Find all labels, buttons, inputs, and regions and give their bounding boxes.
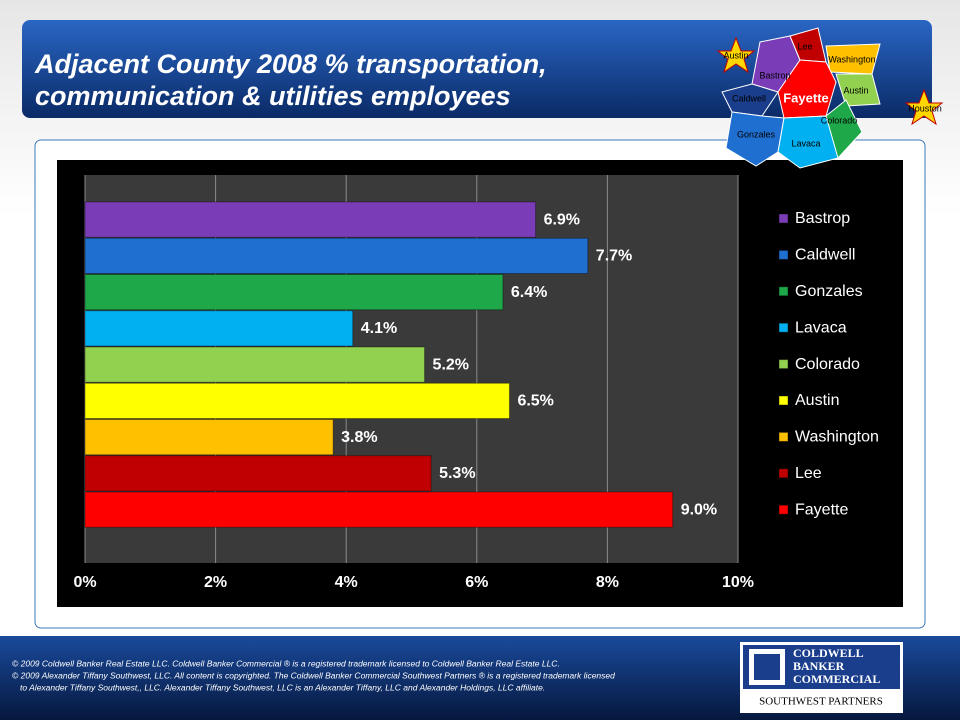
legend-label: Colorado — [795, 356, 860, 373]
county-map: Austin Lee Bastrop Washington Caldwell Fayett… — [716, 27, 944, 169]
map-county — [721, 83, 779, 117]
value-label: 6.9% — [544, 211, 580, 228]
legend-marker — [778, 468, 789, 479]
x-tick-label: 2% — [204, 574, 227, 591]
x-tick-label: 10% — [722, 574, 754, 591]
legend-marker — [778, 359, 789, 370]
legend-marker — [778, 395, 789, 406]
logo-subtitle: SOUTHWEST PARTNERS — [759, 696, 883, 708]
value-label: 5.3% — [439, 465, 475, 482]
value-label: 6.5% — [517, 393, 553, 410]
x-tick-label: 6% — [465, 574, 488, 591]
x-tick-label: 4% — [335, 574, 358, 591]
logo-text: COLDWELL — [793, 646, 864, 660]
legend-marker — [778, 213, 789, 224]
chart-title: Adjacent County 2008 % transportation, c… — [35, 49, 547, 111]
bar — [84, 419, 334, 456]
logo-text: COMMERCIAL — [793, 672, 880, 686]
map-label: Washington — [828, 54, 875, 64]
bar — [84, 491, 674, 528]
map-label: Lee — [797, 41, 812, 51]
map-label: Bastrop — [759, 70, 790, 80]
map-label: Austin — [723, 50, 748, 60]
legend-label: Caldwell — [795, 247, 855, 264]
legend-marker — [778, 286, 789, 297]
value-label: 5.2% — [433, 356, 469, 373]
bar — [84, 310, 354, 347]
star-icon — [904, 88, 944, 126]
value-label: 7.7% — [596, 248, 632, 265]
legend-label: Washington — [795, 429, 879, 446]
footer-text: to Alexander Tiffany Southwest,, LLC. Al… — [20, 682, 545, 692]
x-tick-label: 8% — [596, 574, 619, 591]
footer-text: © 2009 Coldwell Banker Real Estate LLC. … — [12, 658, 560, 668]
legend-label: Austin — [795, 392, 839, 409]
title-bar — [22, 20, 932, 118]
value-label: 9.0% — [681, 501, 717, 518]
map-label: Lavaca — [791, 138, 820, 148]
footer-text: © 2009 Alexander Tiffany Southwest, LLC.… — [12, 670, 615, 680]
legend-label: Gonzales — [795, 283, 863, 300]
legend-label: Lavaca — [795, 319, 847, 336]
map-county — [777, 115, 839, 169]
map-label: Austin — [843, 85, 868, 95]
bar — [84, 274, 504, 311]
bar — [84, 455, 432, 492]
map-county — [835, 73, 881, 107]
legend-marker — [778, 431, 789, 442]
map-label: Fayette — [783, 90, 829, 105]
logo-text: BANKER — [793, 659, 845, 673]
value-label: 6.4% — [511, 284, 547, 301]
star-icon — [716, 36, 756, 74]
legend-label: Lee — [795, 465, 822, 482]
value-label: 3.8% — [341, 429, 377, 446]
map-label: Caldwell — [732, 93, 766, 103]
map-label: Houston — [908, 103, 942, 113]
legend-marker — [778, 322, 789, 333]
legend-label: Fayette — [795, 501, 848, 518]
legend-marker — [778, 504, 789, 515]
bar — [84, 237, 589, 274]
x-tick-label: 0% — [73, 574, 96, 591]
bar — [84, 382, 510, 419]
map-label: Colorado — [821, 115, 858, 125]
map-label: Gonzales — [737, 129, 776, 139]
legend-marker — [778, 249, 789, 260]
logo-mark-inner — [754, 654, 780, 680]
value-label: 4.1% — [361, 320, 397, 337]
bar — [84, 346, 426, 383]
bar — [84, 201, 537, 238]
legend-label: Bastrop — [795, 210, 850, 227]
